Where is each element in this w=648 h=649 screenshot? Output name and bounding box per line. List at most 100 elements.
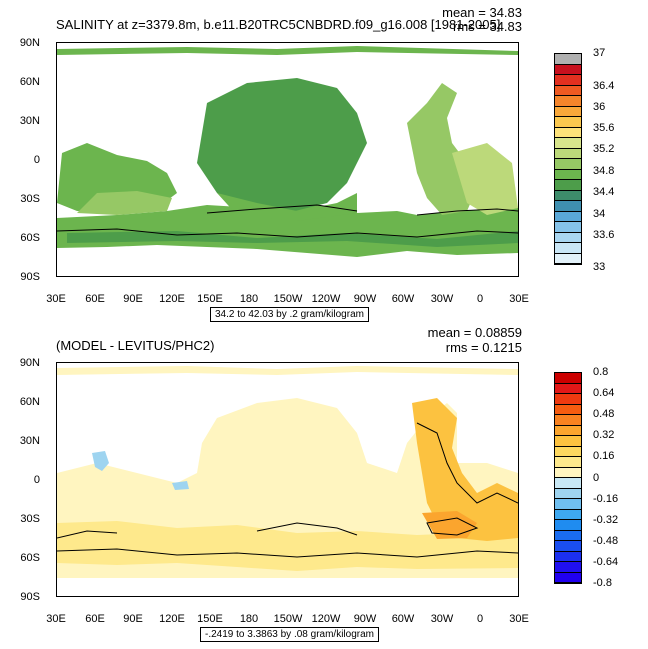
colorbar-segment (555, 159, 581, 170)
colorbar-segment (555, 551, 581, 562)
top-lon-label: 180 (239, 293, 259, 305)
top-lon-label: 150W (273, 293, 303, 305)
colorbar-segment (555, 425, 581, 436)
bottom-lon-label: 180 (239, 613, 259, 625)
bottom-mean-stat: mean = 0.08859 (427, 325, 522, 340)
bottom-lon-label: 150E (197, 613, 223, 625)
colorbar-segment (555, 148, 581, 159)
colorbar-segment (555, 169, 581, 180)
colorbar-segment (555, 499, 581, 510)
top-rms-stat: rms = 34.83 (452, 19, 522, 34)
top-colorbar-label: 36 (593, 101, 606, 113)
top-map-frame (56, 42, 519, 277)
colorbar-segment (555, 541, 581, 552)
top-lon-label: 60E (85, 293, 105, 305)
colorbar-segment (555, 75, 581, 86)
colorbar-segment (555, 127, 581, 138)
colorbar-segment (555, 509, 581, 520)
top-colorbar-label: 33 (593, 261, 606, 273)
bottom-lat-label: 60S (20, 552, 40, 564)
top-lat-label: 60N (19, 76, 40, 88)
colorbar-segment (555, 436, 581, 447)
top-salinity-map (57, 46, 518, 257)
bottom-lon-label: 120E (159, 613, 185, 625)
colorbar-segment (555, 222, 581, 233)
bottom-lon-label: 120W (311, 613, 341, 625)
top-lon-label: 30W (430, 293, 454, 305)
bottom-lon-label: 0 (476, 613, 484, 625)
colorbar-segment (555, 64, 581, 75)
top-lon-label: 120W (311, 293, 341, 305)
bottom-lon-label: 90W (353, 613, 377, 625)
bottom-colorbar (554, 372, 582, 584)
bottom-panel-title: (MODEL - LEVITUS/PHC2) (56, 338, 215, 353)
colorbar-segment (555, 373, 581, 384)
colorbar-segment (555, 211, 581, 222)
bottom-map-frame (56, 362, 519, 597)
colorbar-segment (555, 201, 581, 212)
top-lon-label: 90E (123, 293, 143, 305)
top-lon-label: 150E (197, 293, 223, 305)
top-colorbar (554, 53, 582, 265)
top-lon-label: 120E (159, 293, 185, 305)
colorbar-segment (555, 394, 581, 405)
top-colorbar-label: 34.4 (593, 186, 615, 198)
colorbar-segment (555, 572, 581, 583)
top-lat-label: 30N (19, 115, 40, 127)
colorbar-segment (555, 488, 581, 499)
colorbar-segment (555, 96, 581, 107)
top-colorbar-label: 35.6 (593, 122, 615, 134)
bottom-anomaly-map (57, 366, 518, 578)
bottom-colorbar-label: -0.16 (593, 493, 619, 505)
top-colorbar-label: 33.6 (593, 229, 615, 241)
colorbar-segment (555, 383, 581, 394)
colorbar-segment (555, 530, 581, 541)
top-lon-label: 30E (46, 293, 66, 305)
top-lon-label: 0 (476, 293, 484, 305)
bottom-lon-label: 60E (85, 613, 105, 625)
colorbar-segment (555, 404, 581, 415)
bottom-colorbar-label: 0.16 (593, 450, 615, 462)
bottom-contour-info: -.2419 to 3.3863 by .08 gram/kilogram (200, 627, 379, 642)
top-contour-info: 34.2 to 42.03 by .2 gram/kilogram (210, 307, 369, 322)
top-lat-label: 30S (20, 193, 40, 205)
colorbar-segment (555, 117, 581, 128)
bottom-colorbar-label: -0.64 (593, 556, 619, 568)
bottom-lat-label: 30S (20, 513, 40, 525)
bottom-lat-label: 0 (33, 474, 40, 486)
bottom-colorbar-label: 0.8 (593, 366, 609, 378)
colorbar-segment (555, 415, 581, 426)
colorbar-segment (555, 232, 581, 243)
bottom-colorbar-label: -0.32 (593, 514, 619, 526)
bottom-lat-label: 90S (20, 591, 40, 603)
bottom-lat-label: 60N (19, 396, 40, 408)
top-lat-label: 90N (19, 37, 40, 49)
top-mean-stat: mean = 34.83 (442, 5, 522, 20)
bottom-colorbar-label: 0.64 (593, 387, 615, 399)
bottom-rms-stat: rms = 0.1215 (445, 340, 522, 355)
colorbar-segment (555, 190, 581, 201)
bottom-lon-label: 30E (46, 613, 66, 625)
bottom-lon-label: 30W (430, 613, 454, 625)
colorbar-segment (555, 243, 581, 254)
colorbar-segment (555, 85, 581, 96)
bottom-lon-label: 150W (273, 613, 303, 625)
colorbar-segment (555, 138, 581, 149)
bottom-colorbar-label: 0.48 (593, 408, 615, 420)
colorbar-segment (555, 467, 581, 478)
top-lon-label: 90W (353, 293, 377, 305)
top-colorbar-label: 37 (593, 47, 606, 59)
colorbar-segment (555, 478, 581, 489)
bottom-colorbar-label: 0 (593, 472, 600, 484)
colorbar-segment (555, 457, 581, 468)
colorbar-segment (555, 253, 581, 264)
bottom-lon-label: 90E (123, 613, 143, 625)
colorbar-segment (555, 106, 581, 117)
bottom-lat-label: 30N (19, 435, 40, 447)
colorbar-segment (555, 54, 581, 65)
bottom-colorbar-label: 0.32 (593, 429, 615, 441)
top-colorbar-label: 36.4 (593, 80, 615, 92)
colorbar-segment (555, 562, 581, 573)
top-lat-label: 60S (20, 232, 40, 244)
colorbar-segment (555, 446, 581, 457)
